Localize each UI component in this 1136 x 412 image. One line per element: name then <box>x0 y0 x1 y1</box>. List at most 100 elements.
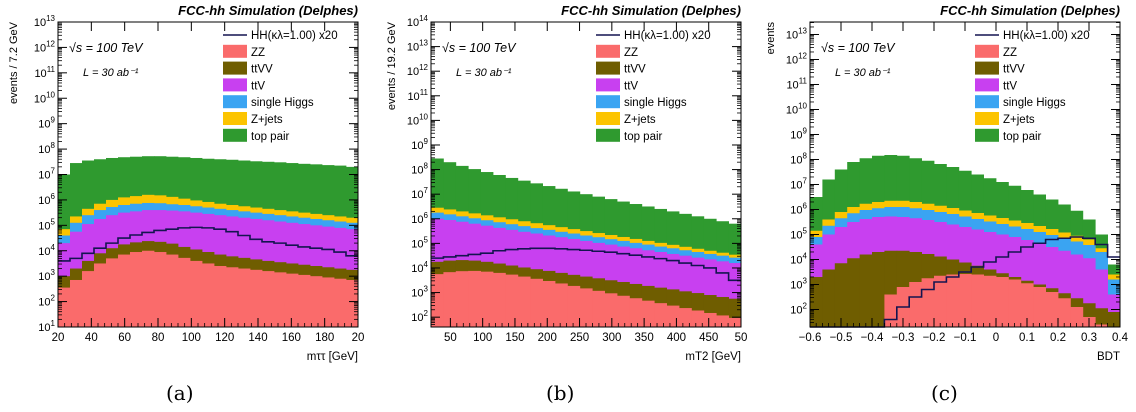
bar-zz <box>592 290 605 327</box>
bar-zz <box>334 278 347 327</box>
signal-line-hh <box>431 247 741 282</box>
legend-swatch-ttv <box>975 78 999 92</box>
legend-label: ZZ <box>624 47 638 59</box>
y-tick-label: 1012 <box>786 52 808 67</box>
y-tick-label: 1013 <box>407 39 429 54</box>
bar-ttvv <box>1095 308 1108 327</box>
chart-b: FCC-hh Simulation (Delphes) 102 103 104 105 1… <box>386 3 748 363</box>
y-tick-label: 104 <box>411 260 428 275</box>
legend-label: single Higgs <box>1003 97 1066 109</box>
y-tick-label: 107 <box>411 186 428 201</box>
lumi-label: L = 30 ab⁻¹ <box>456 67 512 79</box>
x-tick-label: 40 <box>85 332 98 344</box>
bar-zz <box>250 269 263 327</box>
x-tick-label: −0.1 <box>954 332 977 344</box>
bar-zz <box>1070 307 1084 327</box>
y-tick-label: 1013 <box>34 14 56 29</box>
bar-zz <box>1033 287 1046 327</box>
y-tick-label: 108 <box>790 152 807 167</box>
y-tick-label: 1012 <box>407 63 429 78</box>
legend-label: top pair <box>251 131 290 143</box>
bar-zz <box>654 303 667 327</box>
bar-zz <box>946 274 960 327</box>
y-tick-label: 105 <box>411 235 428 250</box>
y-tick-label: 1010 <box>786 102 808 117</box>
x-tick-label: 50 <box>735 332 748 344</box>
legend-swatch-z-jets <box>223 112 247 125</box>
x-tick-label: 100 <box>473 332 492 344</box>
legend-label: single Higgs <box>251 97 314 109</box>
bar-zz <box>1045 292 1059 327</box>
legend-swatch-z-jets <box>596 112 620 125</box>
legend-label: top pair <box>624 131 663 143</box>
bar-zz <box>679 308 692 327</box>
energy-label: √s = 100 TeV <box>69 41 144 55</box>
y-axis-title: events / 7.2 GeV <box>8 21 20 104</box>
legend-label: single Higgs <box>624 97 687 109</box>
chart-a: FCC-hh Simulation (Delphes)1011021031041… <box>8 3 364 363</box>
bar-zz <box>505 274 519 327</box>
bar-ttvv <box>1107 312 1121 327</box>
bar-zz <box>286 273 299 328</box>
bar-zz <box>455 271 469 327</box>
bar-zz <box>82 271 95 327</box>
legend-swatch-ttvv <box>975 61 999 75</box>
x-tick-label: −0.3 <box>892 332 915 344</box>
x-tick-label: −0.6 <box>799 332 822 344</box>
legend-label: Z+jets <box>624 114 656 126</box>
legend-label: HH(κλ=1.00) x20 <box>251 30 338 42</box>
bar-zz <box>641 300 655 327</box>
bar-zz <box>629 298 643 327</box>
legend-swatch-top-pair <box>596 128 620 142</box>
legend-label: ttVV <box>624 64 646 76</box>
legend-label: ttV <box>251 80 265 92</box>
bar-zz <box>934 275 947 327</box>
bar-zz <box>884 294 898 327</box>
bar-zz <box>666 305 680 327</box>
bar-zz <box>517 276 531 327</box>
bar-zz <box>274 272 287 327</box>
y-tick-label: 103 <box>411 285 428 300</box>
bar-ttvv <box>847 258 860 327</box>
x-tick-label: 80 <box>152 332 165 344</box>
bar-zz <box>166 254 179 327</box>
y-axis-title: events / 19.2 GeV <box>386 21 398 110</box>
y-tick-label: 107 <box>38 167 55 182</box>
lumi-label: L = 30 ab⁻¹ <box>83 67 139 79</box>
legend-label: ttV <box>624 80 638 92</box>
bar-zz <box>909 282 922 327</box>
bar-zz <box>106 258 119 328</box>
y-tick-label: 1011 <box>34 65 55 80</box>
x-tick-label: 120 <box>215 332 234 344</box>
x-tick-label: −0.5 <box>830 332 853 344</box>
bar-zz <box>530 278 543 327</box>
bar-zz <box>178 257 191 327</box>
x-tick-label: 150 <box>505 332 524 344</box>
legend-swatch-single-higgs <box>975 95 999 109</box>
legend-label: ZZ <box>251 47 265 59</box>
bar-zz <box>579 288 593 327</box>
y-tick-label: 104 <box>38 243 55 258</box>
x-axis-title: mττ [GeV] <box>307 351 358 363</box>
legend-swatch-zz <box>223 44 247 58</box>
legend-swatch-single-higgs <box>223 95 247 109</box>
y-tick-label: 1011 <box>786 77 807 92</box>
chart-header: FCC-hh Simulation (Delphes) <box>940 3 1120 18</box>
legend-swatch-top-pair <box>975 128 999 142</box>
panel-label-c: (c) <box>931 381 958 405</box>
bar-zz <box>310 276 323 327</box>
legend-swatch-zz <box>975 44 999 58</box>
legend-swatch-ttvv <box>596 61 620 75</box>
bar-zz <box>983 275 997 327</box>
chart-header: FCC-hh Simulation (Delphes) <box>561 3 741 18</box>
bar-zz <box>468 270 481 327</box>
y-tick-label: 104 <box>790 252 807 267</box>
bar-zz <box>703 312 717 327</box>
x-tick-label: −0.4 <box>861 332 884 344</box>
legend-swatch-ttv <box>223 78 247 92</box>
y-tick-label: 106 <box>790 202 807 217</box>
bar-zz <box>70 279 83 327</box>
x-tick-label: 400 <box>667 332 686 344</box>
bar-zz <box>691 310 705 327</box>
bar-zz <box>604 293 618 327</box>
